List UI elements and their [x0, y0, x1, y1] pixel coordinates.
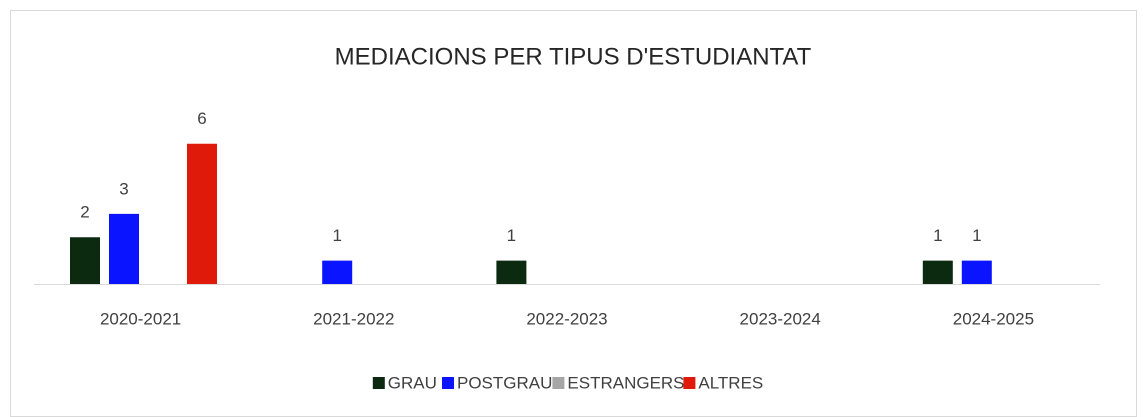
bar: [496, 260, 527, 284]
legend-swatch: [372, 377, 385, 389]
bar: [922, 260, 953, 284]
bar: [70, 237, 100, 284]
data-label: 1: [972, 226, 981, 245]
data-label: 1: [933, 226, 942, 245]
legend-label: POSTGRAU: [457, 373, 552, 392]
legend-label: GRAU: [388, 373, 437, 392]
data-label: 2: [80, 203, 89, 222]
chart-frame: [10, 10, 1137, 417]
legend-swatch: [442, 377, 454, 389]
bar: [187, 143, 217, 284]
data-label: 6: [197, 109, 206, 128]
bar: [961, 260, 992, 284]
x-tick-label: 2021-2022: [313, 309, 394, 328]
x-tick-label: 2024-2025: [953, 309, 1034, 328]
legend-label: ESTRANGERS: [567, 373, 684, 392]
bar: [109, 213, 139, 284]
bar: [322, 260, 353, 284]
data-label: 3: [119, 179, 128, 198]
data-label: 1: [507, 226, 516, 245]
legend-swatch: [683, 377, 696, 389]
x-tick-label: 2023-2024: [740, 309, 821, 328]
x-tick-label: 2022-2023: [526, 309, 607, 328]
x-tick-label: 2020-2021: [100, 309, 181, 328]
chart-title: MEDIACIONS PER TIPUS D'ESTUDIANTAT: [335, 43, 812, 70]
legend-swatch: [552, 377, 565, 389]
data-label: 1: [332, 226, 341, 245]
legend-label: ALTRES: [698, 373, 763, 392]
